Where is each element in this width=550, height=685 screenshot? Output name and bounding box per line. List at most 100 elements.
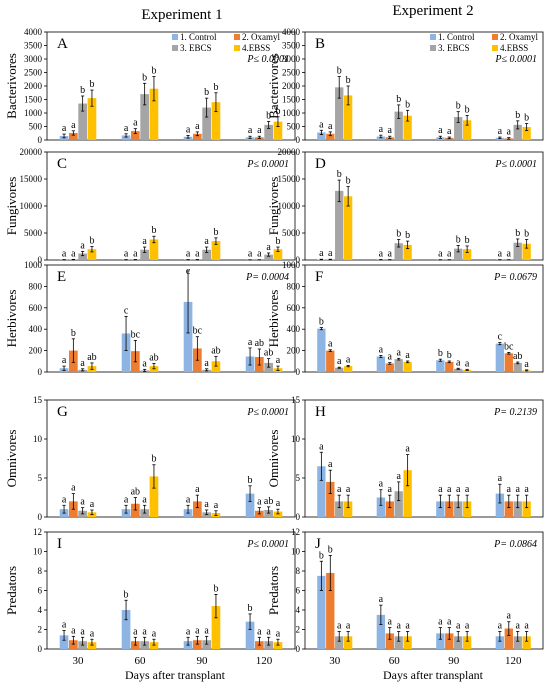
significance-letter: a: [80, 626, 85, 637]
legend-label: 3. EBCS: [438, 43, 470, 53]
bar: [394, 491, 403, 517]
bar: [462, 249, 472, 260]
significance-letter: a: [204, 358, 209, 369]
significance-letter: a: [276, 498, 281, 509]
bar: [317, 328, 326, 372]
bar: [140, 94, 149, 140]
y-tick-label: 5: [38, 473, 43, 483]
bar: [121, 610, 131, 649]
p-value: P≤ 0.0001: [246, 539, 289, 550]
significance-letter: b: [405, 230, 410, 241]
y-tick-label: 15000: [20, 174, 43, 184]
significance-letter: a: [498, 249, 503, 260]
significance-letter: b: [89, 79, 94, 90]
y-tick-label: 0: [38, 644, 43, 654]
y-tick-label: 600: [287, 303, 301, 313]
significance-letter: a: [204, 625, 209, 636]
bar: [335, 87, 344, 140]
bar: [394, 243, 403, 260]
p-value: P≤ 0.0001: [494, 54, 537, 65]
bar: [376, 497, 386, 517]
significance-letter: b: [515, 228, 520, 239]
significance-letter: a: [379, 344, 384, 355]
significance-letter: a: [319, 441, 324, 452]
x-tick-label: 60: [389, 655, 401, 667]
y-tick-label: 6: [296, 586, 301, 596]
bar: [121, 333, 131, 372]
y-axis-label: Omnivores: [266, 430, 281, 488]
bar: [273, 121, 283, 140]
significance-letter: a: [515, 484, 520, 495]
bar: [211, 102, 221, 140]
significance-letter: a: [276, 355, 281, 366]
significance-letter: a: [388, 249, 393, 260]
bar: [495, 636, 505, 649]
bar: [513, 242, 522, 260]
significance-letter: a: [337, 620, 342, 631]
significance-letter: a: [524, 484, 529, 495]
bar: [273, 642, 283, 649]
legend-swatch: [172, 34, 178, 40]
legend-swatch: [234, 45, 240, 51]
significance-letter: a: [438, 249, 443, 260]
y-tick-label: 2: [296, 625, 301, 635]
bar: [343, 636, 353, 649]
y-tick-label: 10000: [20, 201, 43, 211]
bar: [522, 636, 531, 649]
bar: [385, 501, 394, 517]
significance-letter: a: [447, 484, 452, 495]
y-tick-label: 12: [291, 527, 300, 537]
y-tick-label: 2500: [24, 68, 43, 78]
significance-letter: b: [213, 227, 218, 238]
panel-e: 0 200 400 600 800 1000 Herbivores E P= 0.0004 a c c…: [4, 260, 296, 377]
y-tick-label: 3000: [282, 54, 301, 64]
significance-letter: a: [379, 249, 384, 260]
y-axis-label: Omnivores: [4, 430, 19, 488]
y-tick-label: 1500: [24, 95, 43, 105]
x-tick-label: 30: [73, 655, 85, 667]
significance-letter: a: [524, 359, 529, 370]
bar: [513, 362, 522, 372]
significance-letter: a: [498, 473, 503, 484]
bar: [454, 117, 463, 140]
significance-letter: a: [133, 626, 138, 637]
bar: [522, 127, 531, 140]
bar: [462, 369, 472, 372]
bar: [193, 640, 202, 649]
bar: [454, 501, 463, 517]
significance-letter: b: [151, 225, 156, 236]
y-tick-label: 10000: [278, 201, 301, 211]
bar: [403, 636, 412, 649]
bar: [403, 470, 412, 517]
panel-a: 0 500 1000 1500 2000 2500 3000 3500 4000 Bacteriv…: [4, 27, 296, 145]
legend-swatch: [492, 34, 498, 40]
y-tick-label: 0: [38, 512, 43, 522]
significance-letter: a: [396, 347, 401, 358]
y-tick-label: 500: [29, 122, 43, 132]
p-value: P≤ 0.0001: [246, 54, 289, 65]
y-axis-label: Bacterivores: [266, 53, 281, 119]
significance-letter: a: [507, 611, 512, 622]
legend-swatch: [172, 45, 178, 51]
significance-letter: bc: [131, 329, 141, 340]
significance-letter: b: [89, 236, 94, 247]
bar: [202, 640, 211, 649]
significance-letter: a: [346, 484, 351, 495]
significance-letter: b: [337, 66, 342, 77]
bar: [445, 501, 454, 517]
y-tick-label: 2000: [24, 81, 43, 91]
x-axis-label-left: Days after transplant: [125, 668, 226, 682]
significance-letter: a: [346, 354, 351, 365]
bar: [335, 367, 344, 372]
significance-letter: a: [465, 358, 470, 369]
significance-letter: b: [465, 235, 470, 246]
significance-letter: a: [498, 126, 503, 137]
x-tick-label: 120: [256, 655, 273, 667]
significance-letter: a: [507, 127, 512, 138]
bar: [59, 635, 69, 649]
bar: [78, 103, 87, 140]
bar: [149, 88, 159, 140]
y-tick-label: 5: [296, 473, 301, 483]
bar: [376, 356, 386, 372]
